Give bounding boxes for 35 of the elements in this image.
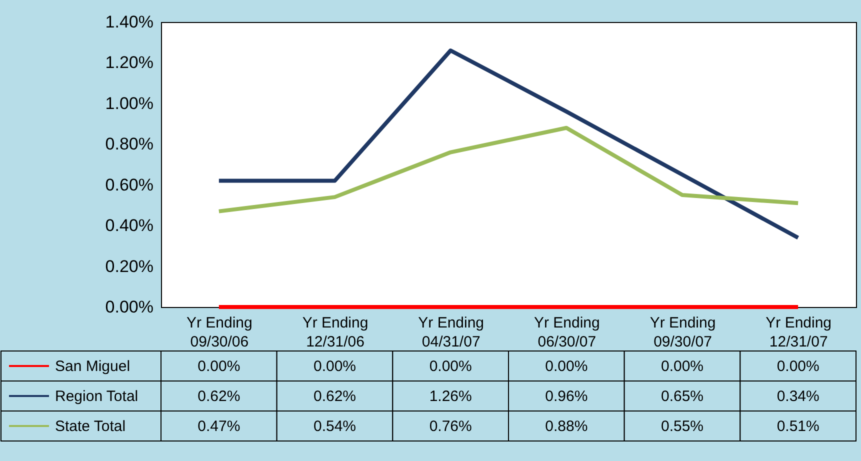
data-label: 0.54% bbox=[313, 418, 356, 435]
data-label: 0.62% bbox=[198, 388, 240, 405]
y-tick-label: 1.20% bbox=[105, 53, 154, 72]
data-label: 0.65% bbox=[660, 388, 704, 405]
data-label: 0.51% bbox=[776, 418, 820, 435]
x-tick-label: Yr Ending 06/30/07 bbox=[534, 314, 600, 350]
y-tick-label: 0.60% bbox=[105, 175, 154, 194]
legend-label: State Total bbox=[55, 418, 126, 435]
x-tick-label: Yr Ending 12/31/07 bbox=[766, 314, 832, 350]
x-tick-label: Yr Ending 12/31/06 bbox=[302, 314, 368, 350]
legend-label: Region Total bbox=[55, 388, 138, 405]
y-tick-label: 1.00% bbox=[105, 94, 154, 113]
y-tick-label: 1.40% bbox=[105, 12, 154, 32]
y-tick-label: 0.20% bbox=[105, 256, 154, 276]
data-label: 1.26% bbox=[429, 388, 472, 405]
x-tick-label: Yr Ending 04/31/07 bbox=[418, 314, 484, 350]
legend-label: San Miguel bbox=[55, 358, 130, 375]
x-tick-label: Yr Ending 09/30/06 bbox=[186, 314, 252, 350]
data-label: 0.55% bbox=[660, 418, 704, 435]
data-label: 0.00% bbox=[776, 358, 820, 375]
data-label: 0.76% bbox=[429, 418, 472, 435]
y-tick-label: 0.40% bbox=[105, 216, 154, 236]
data-label: 0.00% bbox=[198, 358, 240, 375]
data-label: 0.62% bbox=[313, 388, 356, 405]
data-label: 0.34% bbox=[776, 388, 820, 405]
data-label: 0.00% bbox=[313, 358, 356, 375]
x-tick-label: Yr Ending 09/30/07 bbox=[650, 314, 716, 350]
data-label: 0.00% bbox=[545, 358, 588, 375]
data-label: 0.96% bbox=[545, 388, 588, 405]
y-tick-label: 0.00% bbox=[105, 298, 154, 316]
data-label: 0.88% bbox=[545, 418, 588, 435]
data-label: 0.00% bbox=[660, 358, 704, 375]
data-label: 0.00% bbox=[429, 358, 472, 375]
y-tick-label: 0.80% bbox=[105, 134, 154, 154]
data-label: 0.47% bbox=[198, 418, 240, 435]
